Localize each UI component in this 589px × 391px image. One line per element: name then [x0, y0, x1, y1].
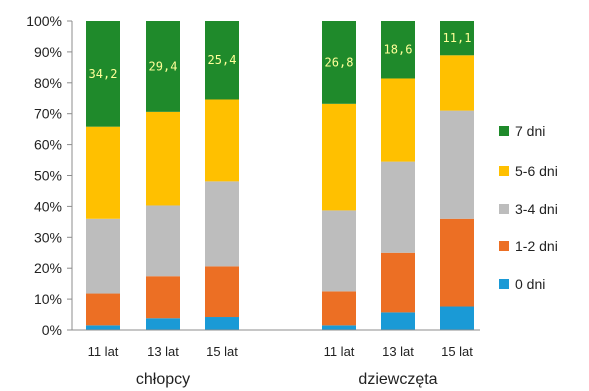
legend-swatch-5-6-dni [499, 166, 509, 176]
bar-segment-5-6-dni [205, 99, 239, 182]
y-axis: 0% 10% 20% 30% 40% 50% 60% 70% 80% 90% 100% [26, 13, 73, 338]
y-tick-label: 90% [34, 44, 62, 60]
legend-label-1-2-dni: 1-2 dni [515, 238, 558, 254]
bar-segment-0-dni [322, 325, 356, 330]
bar-segment-7-dni [381, 21, 415, 79]
bar-segment-3-4-dni [86, 218, 120, 294]
data-label: 29,4 [149, 59, 178, 73]
bar-segment-1-2-dni [440, 218, 474, 307]
y-tick-label: 70% [34, 106, 62, 122]
bar-segment-3-4-dni [146, 205, 180, 277]
y-tick-label: 30% [34, 229, 62, 245]
bar-segment-7-dni [146, 21, 180, 112]
x-tick-label: 15 lat [206, 344, 238, 359]
bar-segment-3-4-dni [381, 161, 415, 253]
x-tick-label: 13 lat [147, 344, 179, 359]
bar-segment-7-dni [86, 21, 120, 127]
data-label: 34,2 [89, 67, 118, 81]
bar-segment-5-6-dni [322, 103, 356, 211]
legend-swatch-7-dni [499, 126, 509, 136]
bar-segment-3-4-dni [205, 181, 239, 267]
bar-segment-0-dni [205, 317, 239, 330]
y-tick-label: 10% [34, 291, 62, 307]
x-tick-label: 15 lat [441, 344, 473, 359]
x-tick-label: 11 lat [88, 344, 119, 359]
y-tick-label: 0% [42, 322, 62, 338]
legend-swatch-1-2-dni [499, 241, 509, 251]
legend-swatch-0-dni [499, 279, 509, 289]
bar-segment-1-2-dni [86, 293, 120, 326]
y-tick-label: 50% [34, 168, 62, 184]
bar-segment-1-2-dni [205, 266, 239, 318]
bar-segment-5-6-dni [440, 55, 474, 111]
legend-label-0-dni: 0 dni [515, 276, 545, 292]
legend-label-3-4-dni: 3-4 dni [515, 201, 558, 217]
y-tick-label: 100% [26, 13, 62, 29]
bar-segment-7-dni [440, 21, 474, 56]
bar-segment-1-2-dni [381, 252, 415, 313]
bar-segment-7-dni [322, 21, 356, 104]
bar-segment-5-6-dni [381, 78, 415, 162]
data-label: 18,6 [384, 43, 413, 57]
bar-segment-3-4-dni [440, 110, 474, 219]
bar-segment-5-6-dni [146, 111, 180, 206]
legend-label-5-6-dni: 5-6 dni [515, 163, 558, 179]
group-label: chłopcy [136, 371, 190, 388]
legend-swatch-3-4-dni [499, 204, 509, 214]
bar-segment-1-2-dni [322, 291, 356, 326]
y-tick-label: 40% [34, 198, 62, 214]
bar-segment-1-2-dni [146, 276, 180, 319]
y-tick-label: 20% [34, 260, 62, 276]
x-axis: 11 lat 13 lat 15 lat 11 lat 13 lat 15 lat chło… [72, 329, 480, 388]
bar-segment-3-4-dni [322, 210, 356, 292]
data-label: 11,1 [443, 31, 472, 45]
bar-segment-7-dni [205, 21, 239, 100]
data-label: 26,8 [325, 55, 354, 69]
bar-segment-0-dni [86, 325, 120, 330]
bar-segment-5-6-dni [86, 126, 120, 219]
legend: 7 dni 5-6 dni 3-4 dni 1-2 dni 0 dni [499, 123, 558, 292]
data-label: 25,4 [208, 53, 237, 67]
bar-segment-0-dni [440, 306, 474, 330]
x-tick-label: 13 lat [382, 344, 414, 359]
group-label: dziewczęta [358, 371, 437, 388]
bars: 34,2 29,4 25,4 26,8 18,6 11,1 [86, 21, 474, 330]
bar-segment-0-dni [146, 318, 180, 330]
x-tick-label: 11 lat [324, 344, 355, 359]
bar-segment-0-dni [381, 312, 415, 330]
y-tick-label: 60% [34, 137, 62, 153]
y-tick-label: 80% [34, 75, 62, 91]
legend-label-7-dni: 7 dni [515, 123, 545, 139]
